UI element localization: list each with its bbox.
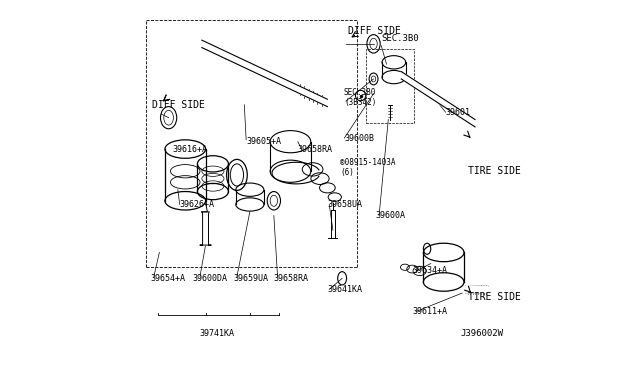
Text: 39600DA: 39600DA [193, 274, 228, 283]
Text: ®08915-1403A
(6): ®08915-1403A (6) [340, 158, 396, 177]
Text: 39634+A: 39634+A [412, 266, 447, 275]
Text: 39658RA: 39658RA [298, 145, 333, 154]
Text: 39654+A: 39654+A [150, 274, 185, 283]
Text: 39641KA: 39641KA [328, 285, 362, 294]
Text: 39658RA: 39658RA [274, 274, 309, 283]
Polygon shape [466, 286, 488, 293]
Polygon shape [401, 71, 475, 127]
Polygon shape [200, 212, 211, 245]
Text: 39626+A: 39626+A [180, 200, 214, 209]
Text: 39611+A: 39611+A [412, 307, 447, 316]
Text: DIFF SIDE: DIFF SIDE [152, 100, 205, 110]
Text: DIFF SIDE: DIFF SIDE [348, 26, 401, 36]
Text: 39659UA: 39659UA [233, 274, 268, 283]
Text: 39658UA: 39658UA [328, 200, 362, 209]
Polygon shape [202, 40, 328, 107]
Text: 39741KA: 39741KA [199, 329, 234, 338]
Bar [366, 49, 414, 123]
Text: TIRE SIDE: TIRE SIDE [468, 166, 520, 176]
Text: 39605+A: 39605+A [246, 137, 281, 146]
Text: J396002W: J396002W [460, 329, 503, 338]
Text: TIRE SIDE: TIRE SIDE [468, 292, 520, 302]
Text: 39600A: 39600A [376, 211, 405, 220]
Text: 39601: 39601 [445, 108, 470, 117]
Text: SEC.3B0
(3B342): SEC.3B0 (3B342) [344, 88, 376, 107]
Text: 39616+A: 39616+A [172, 145, 207, 154]
Text: SEC.3B0: SEC.3B0 [381, 34, 419, 43]
Text: 39600B: 39600B [344, 134, 374, 142]
